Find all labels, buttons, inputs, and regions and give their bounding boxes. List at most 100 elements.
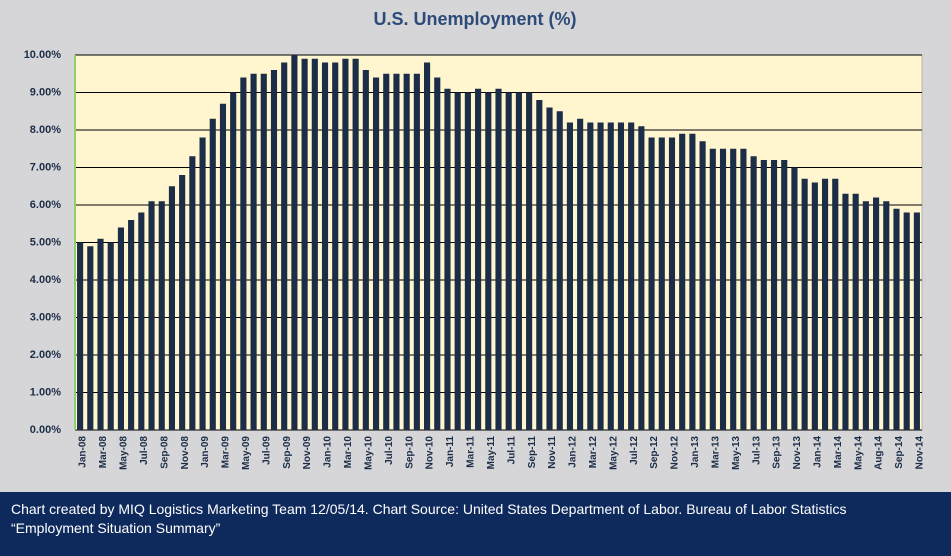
bar	[393, 73, 400, 430]
footer-note: Chart created by MIQ Logistics Marketing…	[0, 492, 951, 556]
x-tick-label: Sep-08	[159, 436, 170, 469]
bar	[291, 55, 298, 430]
bar	[158, 201, 165, 430]
bar	[862, 201, 869, 430]
bar	[587, 122, 594, 430]
y-tick-label: 7.00%	[30, 161, 61, 173]
bar	[281, 62, 288, 430]
x-tick-label: Nov-09	[302, 436, 313, 470]
x-tick-label: May-11	[486, 436, 497, 470]
x-tick-label: Jul-08	[139, 436, 150, 465]
bar	[842, 193, 849, 430]
x-tick-label: May-09	[241, 436, 252, 470]
bar	[505, 92, 512, 430]
bar	[597, 122, 604, 430]
x-tick-label: Jul-13	[751, 436, 762, 465]
bar	[495, 88, 502, 430]
bar	[403, 73, 410, 430]
bar	[209, 118, 216, 430]
bar	[138, 212, 145, 430]
bar	[852, 193, 859, 430]
x-tick-label: Jan-12	[568, 436, 579, 468]
bar	[760, 160, 767, 430]
x-tick-label: Jan-14	[812, 436, 823, 468]
bar	[444, 88, 451, 430]
bar	[434, 77, 441, 430]
x-tick-label: Mar-14	[833, 436, 844, 469]
bar	[679, 133, 686, 430]
x-tick-label: Mar-11	[466, 436, 477, 468]
bar	[352, 58, 359, 430]
bar	[485, 92, 492, 430]
bar	[607, 122, 614, 430]
bar	[87, 246, 94, 430]
bar	[648, 137, 655, 430]
x-tick-label: Jan-13	[690, 436, 701, 468]
bar	[301, 58, 308, 430]
x-tick-label: Jul-11	[506, 436, 517, 465]
bar	[730, 148, 737, 430]
x-tick-label: Nov-13	[792, 436, 803, 470]
x-tick-label: Sep-09	[282, 436, 293, 469]
bar	[883, 201, 890, 430]
x-tick-label: Nov-14	[915, 436, 926, 470]
bar	[750, 156, 757, 430]
bar	[107, 242, 114, 430]
x-tick-label: May-10	[363, 436, 374, 470]
bar	[689, 133, 696, 430]
x-tick-label: Aug-14	[874, 436, 885, 470]
x-tick-label: May-13	[731, 436, 742, 470]
bar	[526, 92, 533, 430]
y-tick-label: 5.00%	[30, 236, 61, 248]
x-tick-label: Sep-12	[649, 436, 660, 469]
x-tick-label: Nov-08	[180, 436, 191, 470]
y-tick-label: 0.00%	[30, 424, 61, 436]
chart-title: U.S. Unemployment (%)	[373, 9, 576, 29]
bar	[770, 160, 778, 430]
x-tick-label: Nov-10	[425, 436, 436, 470]
bar	[903, 212, 910, 430]
y-tick-label: 6.00%	[30, 199, 61, 211]
bar	[424, 62, 431, 430]
bar	[77, 242, 84, 430]
bar	[97, 238, 104, 430]
bar	[230, 92, 237, 430]
bar	[566, 122, 573, 430]
bar	[801, 178, 808, 430]
bar	[475, 88, 482, 430]
bar	[311, 58, 318, 430]
bar	[658, 137, 665, 430]
x-tick-label: Jan-11	[445, 436, 456, 468]
y-tick-label: 8.00%	[30, 124, 61, 136]
bar	[546, 107, 553, 430]
x-tick-label: Sep-11	[527, 436, 538, 469]
bar	[321, 62, 329, 430]
x-tick-label: May-14	[853, 436, 864, 470]
bar	[811, 182, 818, 430]
bar	[128, 220, 135, 430]
x-tick-label: Nov-11	[547, 436, 558, 469]
bar	[515, 92, 522, 430]
x-tick-label: Mar-08	[98, 436, 109, 469]
bar	[832, 178, 839, 430]
bar	[464, 92, 471, 430]
bar	[709, 148, 716, 430]
bar	[577, 118, 584, 430]
bar	[362, 70, 369, 430]
x-tick-label: Jul-12	[629, 436, 640, 465]
bar	[821, 178, 829, 430]
bar	[781, 160, 788, 430]
x-tick-label: Mar-10	[343, 436, 354, 469]
x-tick-label: Mar-09	[221, 436, 232, 469]
y-tick-label: 2.00%	[30, 349, 61, 361]
x-tick-label: Jul-10	[384, 436, 395, 465]
bar	[719, 148, 727, 430]
chart: U.S. Unemployment (%) 0.00% 1.00% 2.00% 3.0…	[24, 9, 926, 470]
x-tick-label: Mar-12	[588, 436, 599, 469]
bar	[117, 227, 124, 430]
x-tick-label: Sep-10	[404, 436, 415, 469]
bar	[199, 137, 206, 430]
y-tick-label: 10.00%	[24, 49, 62, 61]
bar	[628, 122, 635, 430]
